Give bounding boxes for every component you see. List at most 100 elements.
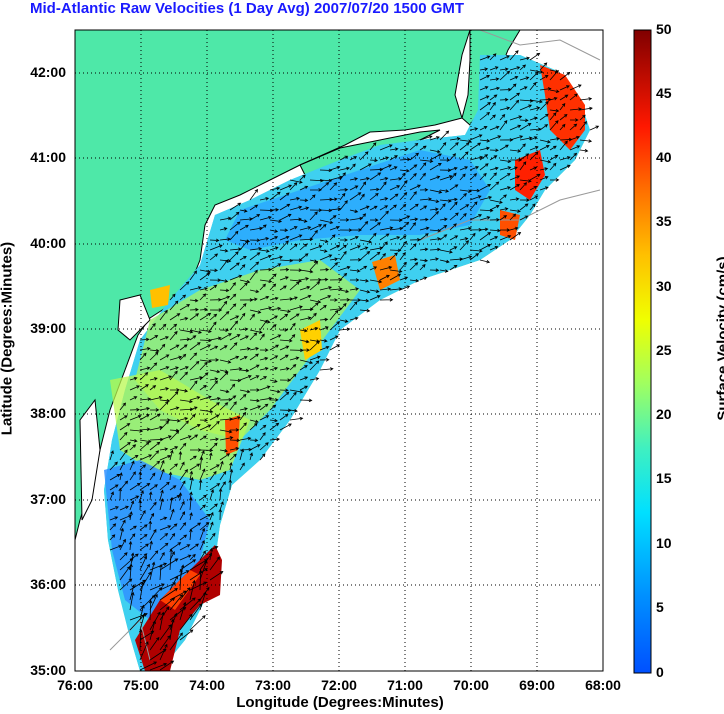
velocity-vector-arrow <box>229 262 240 271</box>
velocity-vector-arrow <box>189 413 196 421</box>
velocity-vector-arrow <box>129 471 136 481</box>
velocity-vector-arrow <box>379 226 394 231</box>
velocity-vector-arrow <box>129 385 140 391</box>
velocity-vector-arrow <box>199 361 208 371</box>
velocity-vector-arrow <box>359 308 371 313</box>
velocity-vector-arrow <box>449 172 457 181</box>
velocity-vector-arrow <box>529 52 541 61</box>
velocity-vector-arrow <box>339 244 347 251</box>
velocity-vector-arrow <box>329 309 339 321</box>
velocity-vector-arrow <box>289 205 303 211</box>
velocity-vector-arrow <box>269 246 279 251</box>
velocity-vector-arrow <box>389 273 402 281</box>
velocity-vector-arrow <box>559 164 571 171</box>
velocity-vector-arrow <box>399 168 410 173</box>
velocity-vector-arrow <box>309 312 317 321</box>
velocity-vector-arrow <box>339 172 346 181</box>
velocity-vector-arrow <box>259 453 266 461</box>
velocity-vector-arrow <box>189 270 198 281</box>
velocity-vector-arrow <box>329 234 336 241</box>
velocity-vector-arrow <box>389 204 397 211</box>
x-tick-label: 74:00 <box>189 677 225 693</box>
velocity-vector-arrow <box>459 139 472 143</box>
velocity-vector-arrow <box>169 463 178 471</box>
velocity-vector-arrow <box>249 398 261 403</box>
velocity-vector-arrow <box>159 532 169 541</box>
velocity-vector-arrow <box>429 153 442 161</box>
velocity-vector-arrow <box>269 296 279 301</box>
velocity-vector-arrow <box>529 151 539 161</box>
velocity-vector-arrow <box>159 375 173 381</box>
velocity-vector-arrow <box>459 204 470 211</box>
velocity-vector-arrow <box>239 436 252 441</box>
velocity-vector-arrow <box>439 259 450 264</box>
velocity-vector-arrow <box>199 287 209 291</box>
velocity-vector-arrow <box>509 83 517 91</box>
velocity-vector-arrow <box>239 368 250 373</box>
velocity-vector-arrow <box>229 367 243 371</box>
velocity-vector-arrow <box>309 245 323 251</box>
velocity-vector-arrow <box>369 266 378 271</box>
velocity-vector-arrow <box>489 66 499 71</box>
velocity-vector-arrow <box>199 418 208 423</box>
velocity-vector-arrow <box>109 484 119 491</box>
velocity-vector-arrow <box>319 339 328 343</box>
velocity-vector-arrow <box>129 533 136 541</box>
velocity-vector-arrow <box>119 431 128 441</box>
velocity-vector-arrow <box>229 315 240 321</box>
velocity-vector-arrow <box>499 235 512 241</box>
velocity-vector-arrow <box>339 298 351 302</box>
velocity-vector-arrow <box>119 505 129 511</box>
velocity-vector-arrow <box>149 408 160 412</box>
velocity-vector-arrow <box>199 522 210 531</box>
velocity-vector-arrow <box>209 464 220 471</box>
velocity-vector-arrow <box>189 396 201 401</box>
isobath-3 <box>479 30 601 61</box>
velocity-vector-arrow <box>479 184 492 191</box>
velocity-vector-arrow <box>229 251 239 261</box>
velocity-vector-arrow <box>349 269 361 273</box>
velocity-vector-arrow <box>419 226 430 231</box>
velocity-vector-arrow <box>379 274 390 281</box>
velocity-vector-arrow <box>399 215 411 221</box>
velocity-vector-arrow <box>489 228 501 233</box>
velocity-vector-arrow <box>389 185 401 191</box>
velocity-vector-arrow <box>269 389 281 394</box>
velocity-vector-arrow <box>289 373 297 381</box>
velocity-vector-arrow <box>149 593 158 611</box>
velocity-vector-arrow <box>259 366 269 371</box>
velocity-vector-arrow <box>279 413 289 421</box>
colorbar-tick-label: 20 <box>656 406 672 422</box>
velocity-vector-arrow <box>489 135 502 141</box>
velocity-vector-arrow <box>409 222 416 231</box>
velocity-vector-arrow <box>139 571 152 591</box>
velocity-vector-arrow <box>259 424 267 431</box>
velocity-vector-arrow <box>339 272 348 281</box>
y-tick-label: 41:00 <box>30 149 66 165</box>
velocity-vector-arrow <box>489 199 503 204</box>
velocity-vector-arrow <box>209 503 218 511</box>
velocity-vector-arrow <box>289 296 298 301</box>
velocity-vector-arrow <box>319 182 330 191</box>
velocity-vector-arrow <box>179 399 193 404</box>
velocity-vector-arrow <box>219 470 227 481</box>
velocity-vector-arrow <box>279 313 289 321</box>
velocity-vector-arrow <box>449 166 458 171</box>
velocity-vector-arrow <box>179 480 186 491</box>
velocity-vector-arrow <box>579 97 593 101</box>
velocity-vector-arrow <box>319 267 330 272</box>
velocity-vector-arrow <box>309 224 323 231</box>
velocity-vector-arrow <box>229 211 240 221</box>
velocity-vector-arrow <box>329 244 340 251</box>
velocity-vector-arrow <box>149 501 157 511</box>
velocity-vector-arrow <box>209 402 220 411</box>
velocity-vector-arrow <box>319 168 333 173</box>
velocity-vector-arrow <box>499 144 509 151</box>
velocity-vector-arrow <box>389 147 399 151</box>
velocity-vector-arrow <box>559 85 570 91</box>
map-title: Mid-Atlantic Raw Velocities (1 Day Avg) … <box>30 0 465 17</box>
velocity-vector-arrow <box>379 205 389 211</box>
velocity-vector-arrow <box>519 203 529 211</box>
velocity-vector-arrow <box>139 464 147 471</box>
velocity-vector-arrow <box>499 70 511 81</box>
